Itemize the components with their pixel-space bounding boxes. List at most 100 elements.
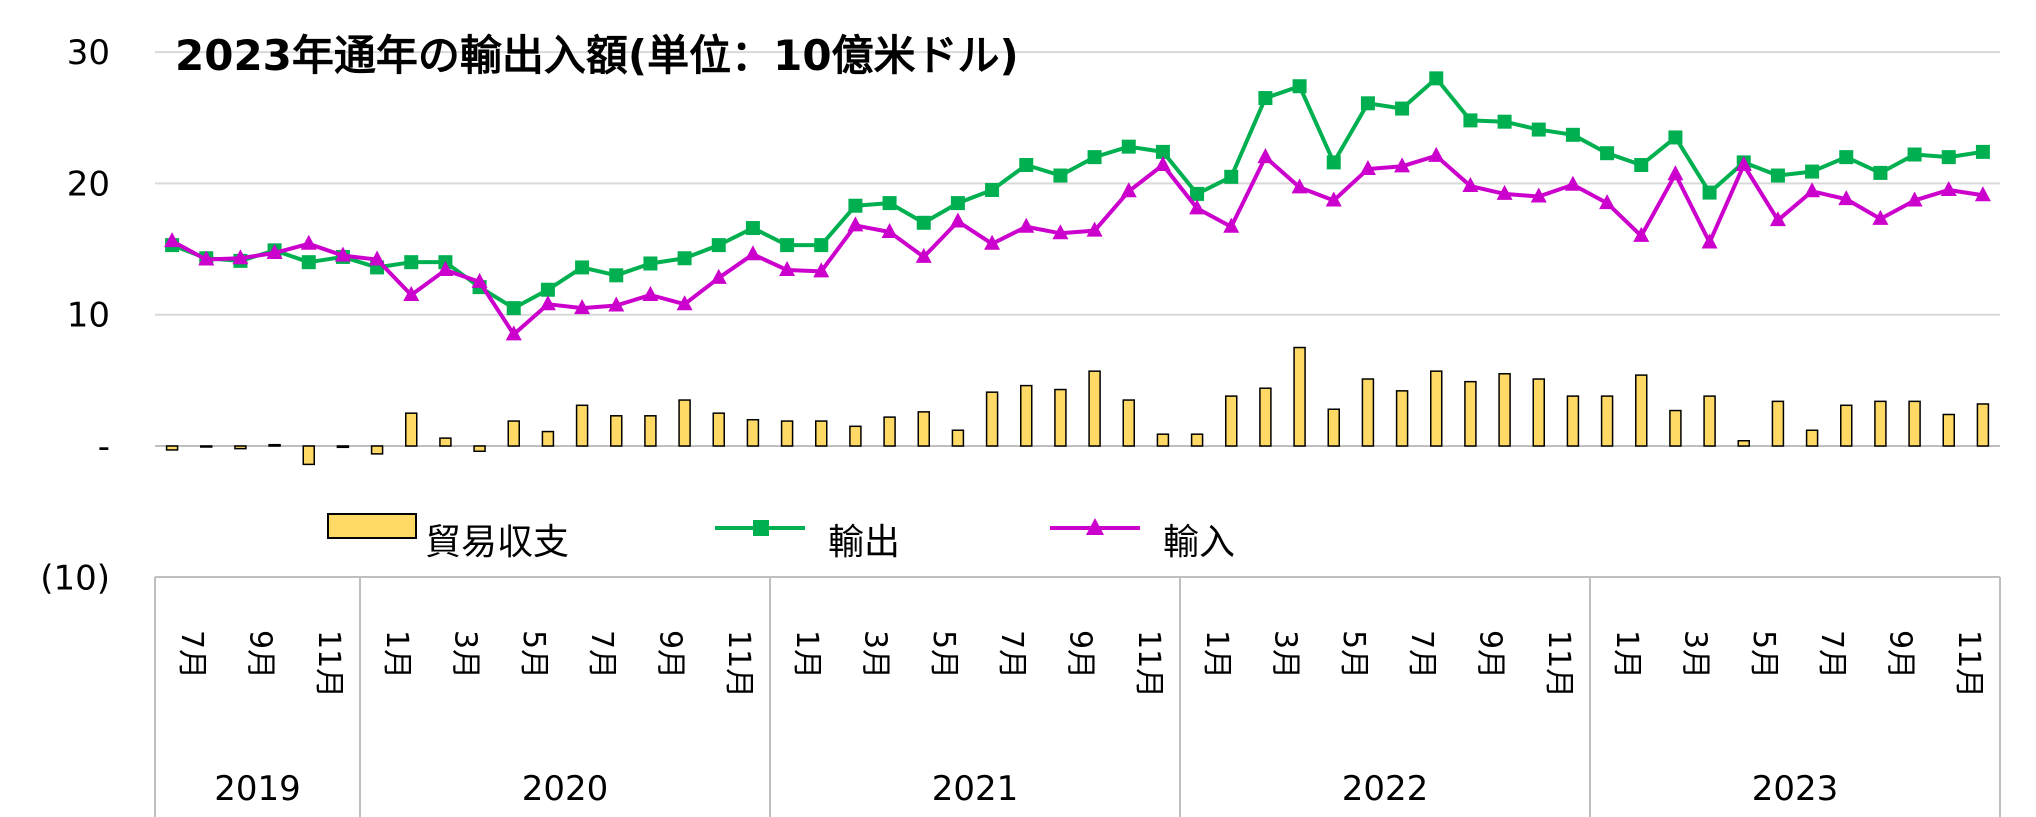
- export-point: [506, 301, 521, 316]
- bar: [1498, 373, 1511, 447]
- import-point: [1189, 199, 1206, 215]
- import-point: [334, 246, 351, 262]
- export-point: [1565, 127, 1580, 142]
- year-label: 2019: [214, 769, 301, 809]
- export-point: [1190, 186, 1205, 201]
- import-point: [813, 262, 830, 278]
- bar: [610, 415, 623, 447]
- bar: [1840, 404, 1853, 447]
- bar: [1293, 346, 1306, 447]
- bar: [200, 445, 213, 448]
- import-point: [710, 268, 727, 284]
- import-point: [1120, 182, 1137, 198]
- bar: [1327, 408, 1340, 447]
- year-label: 2023: [1752, 769, 1839, 809]
- x-tick-label: 9月: [1472, 630, 1507, 679]
- export-point: [1805, 164, 1820, 179]
- import-point: [1838, 190, 1855, 206]
- export-point: [1395, 101, 1410, 116]
- x-tick-label: 1月: [1199, 630, 1234, 679]
- bar: [473, 445, 486, 453]
- import-point: [1462, 177, 1479, 193]
- x-tick-label: 7月: [994, 630, 1029, 679]
- import-point: [1872, 209, 1889, 225]
- y-tick-label: 20: [67, 164, 110, 204]
- import-point: [1701, 233, 1718, 249]
- export-point: [404, 255, 419, 270]
- x-tick-label: 7月: [1404, 630, 1439, 679]
- y-tick-label: 10: [67, 296, 110, 336]
- import-point: [369, 250, 386, 266]
- bar: [1156, 433, 1170, 447]
- bar: [575, 404, 589, 447]
- year-label: 2022: [1342, 769, 1429, 809]
- export-point: [540, 282, 555, 297]
- import-point: [574, 299, 591, 315]
- bar: [541, 430, 555, 447]
- bar: [1771, 400, 1785, 447]
- import-point: [847, 216, 864, 232]
- legend-swatch-bar: [327, 513, 417, 539]
- x-tick-label: 5月: [1336, 630, 1371, 679]
- import-point: [608, 296, 625, 312]
- x-tick-label: 11月: [1131, 630, 1166, 698]
- bar: [302, 445, 315, 466]
- import-point: [505, 325, 522, 341]
- export-point: [1019, 158, 1034, 173]
- bar: [883, 416, 896, 447]
- x-tick-label: 7月: [584, 630, 619, 679]
- import-point: [676, 295, 693, 311]
- export-point: [916, 215, 931, 230]
- bar: [1600, 395, 1614, 447]
- import-point: [1906, 191, 1923, 207]
- import-point: [1667, 165, 1684, 181]
- export-point: [745, 221, 760, 236]
- bar: [1361, 378, 1375, 447]
- bar: [1054, 388, 1067, 447]
- legend-label: 輸出: [828, 522, 900, 563]
- import-point: [881, 222, 898, 238]
- import-point: [1599, 194, 1616, 210]
- year-label: 2021: [932, 769, 1019, 809]
- x-tick-label: 11月: [1951, 630, 1986, 698]
- bar: [1430, 370, 1443, 447]
- x-tick-label: 9月: [652, 630, 687, 679]
- export-point: [1429, 71, 1444, 86]
- legend: 貿易収支 輸出 輸入: [327, 513, 1235, 563]
- bar: [165, 445, 179, 451]
- bar: [507, 420, 520, 447]
- export-point: [1155, 144, 1170, 159]
- export-point: [1770, 168, 1785, 183]
- bar: [1635, 374, 1648, 447]
- x-tick-label: 3月: [1677, 630, 1712, 679]
- import-point: [1530, 187, 1547, 203]
- bar: [678, 399, 691, 447]
- import-point: [1804, 182, 1821, 198]
- bar: [1020, 384, 1033, 447]
- bar: [951, 429, 965, 447]
- x-tick-label: 9月: [242, 630, 277, 679]
- x-tick-label: 1月: [1609, 630, 1644, 679]
- bar: [1703, 395, 1716, 447]
- bar: [1669, 409, 1682, 447]
- x-tick-label: 3月: [1267, 630, 1302, 679]
- import-point: [949, 212, 966, 228]
- bar: [1190, 433, 1204, 447]
- legend-label: 輸入: [1163, 522, 1235, 563]
- x-tick-label: 11月: [311, 630, 346, 698]
- x-tick-label: 9月: [1882, 630, 1917, 679]
- export-point: [575, 260, 590, 275]
- export-point: [1224, 169, 1239, 184]
- import-point: [1223, 217, 1240, 233]
- x-tick-label: 9月: [1062, 630, 1097, 679]
- y-axis-ticks: 30 20 10 - (10): [40, 33, 110, 598]
- legend-label: 貿易収支: [425, 522, 569, 563]
- export-point: [814, 238, 829, 253]
- export-point: [1463, 113, 1478, 128]
- export-point: [643, 256, 658, 271]
- export-point: [711, 238, 726, 253]
- bar: [405, 412, 418, 447]
- import-point: [471, 272, 488, 288]
- import-point: [744, 245, 761, 261]
- export-point: [1087, 150, 1102, 165]
